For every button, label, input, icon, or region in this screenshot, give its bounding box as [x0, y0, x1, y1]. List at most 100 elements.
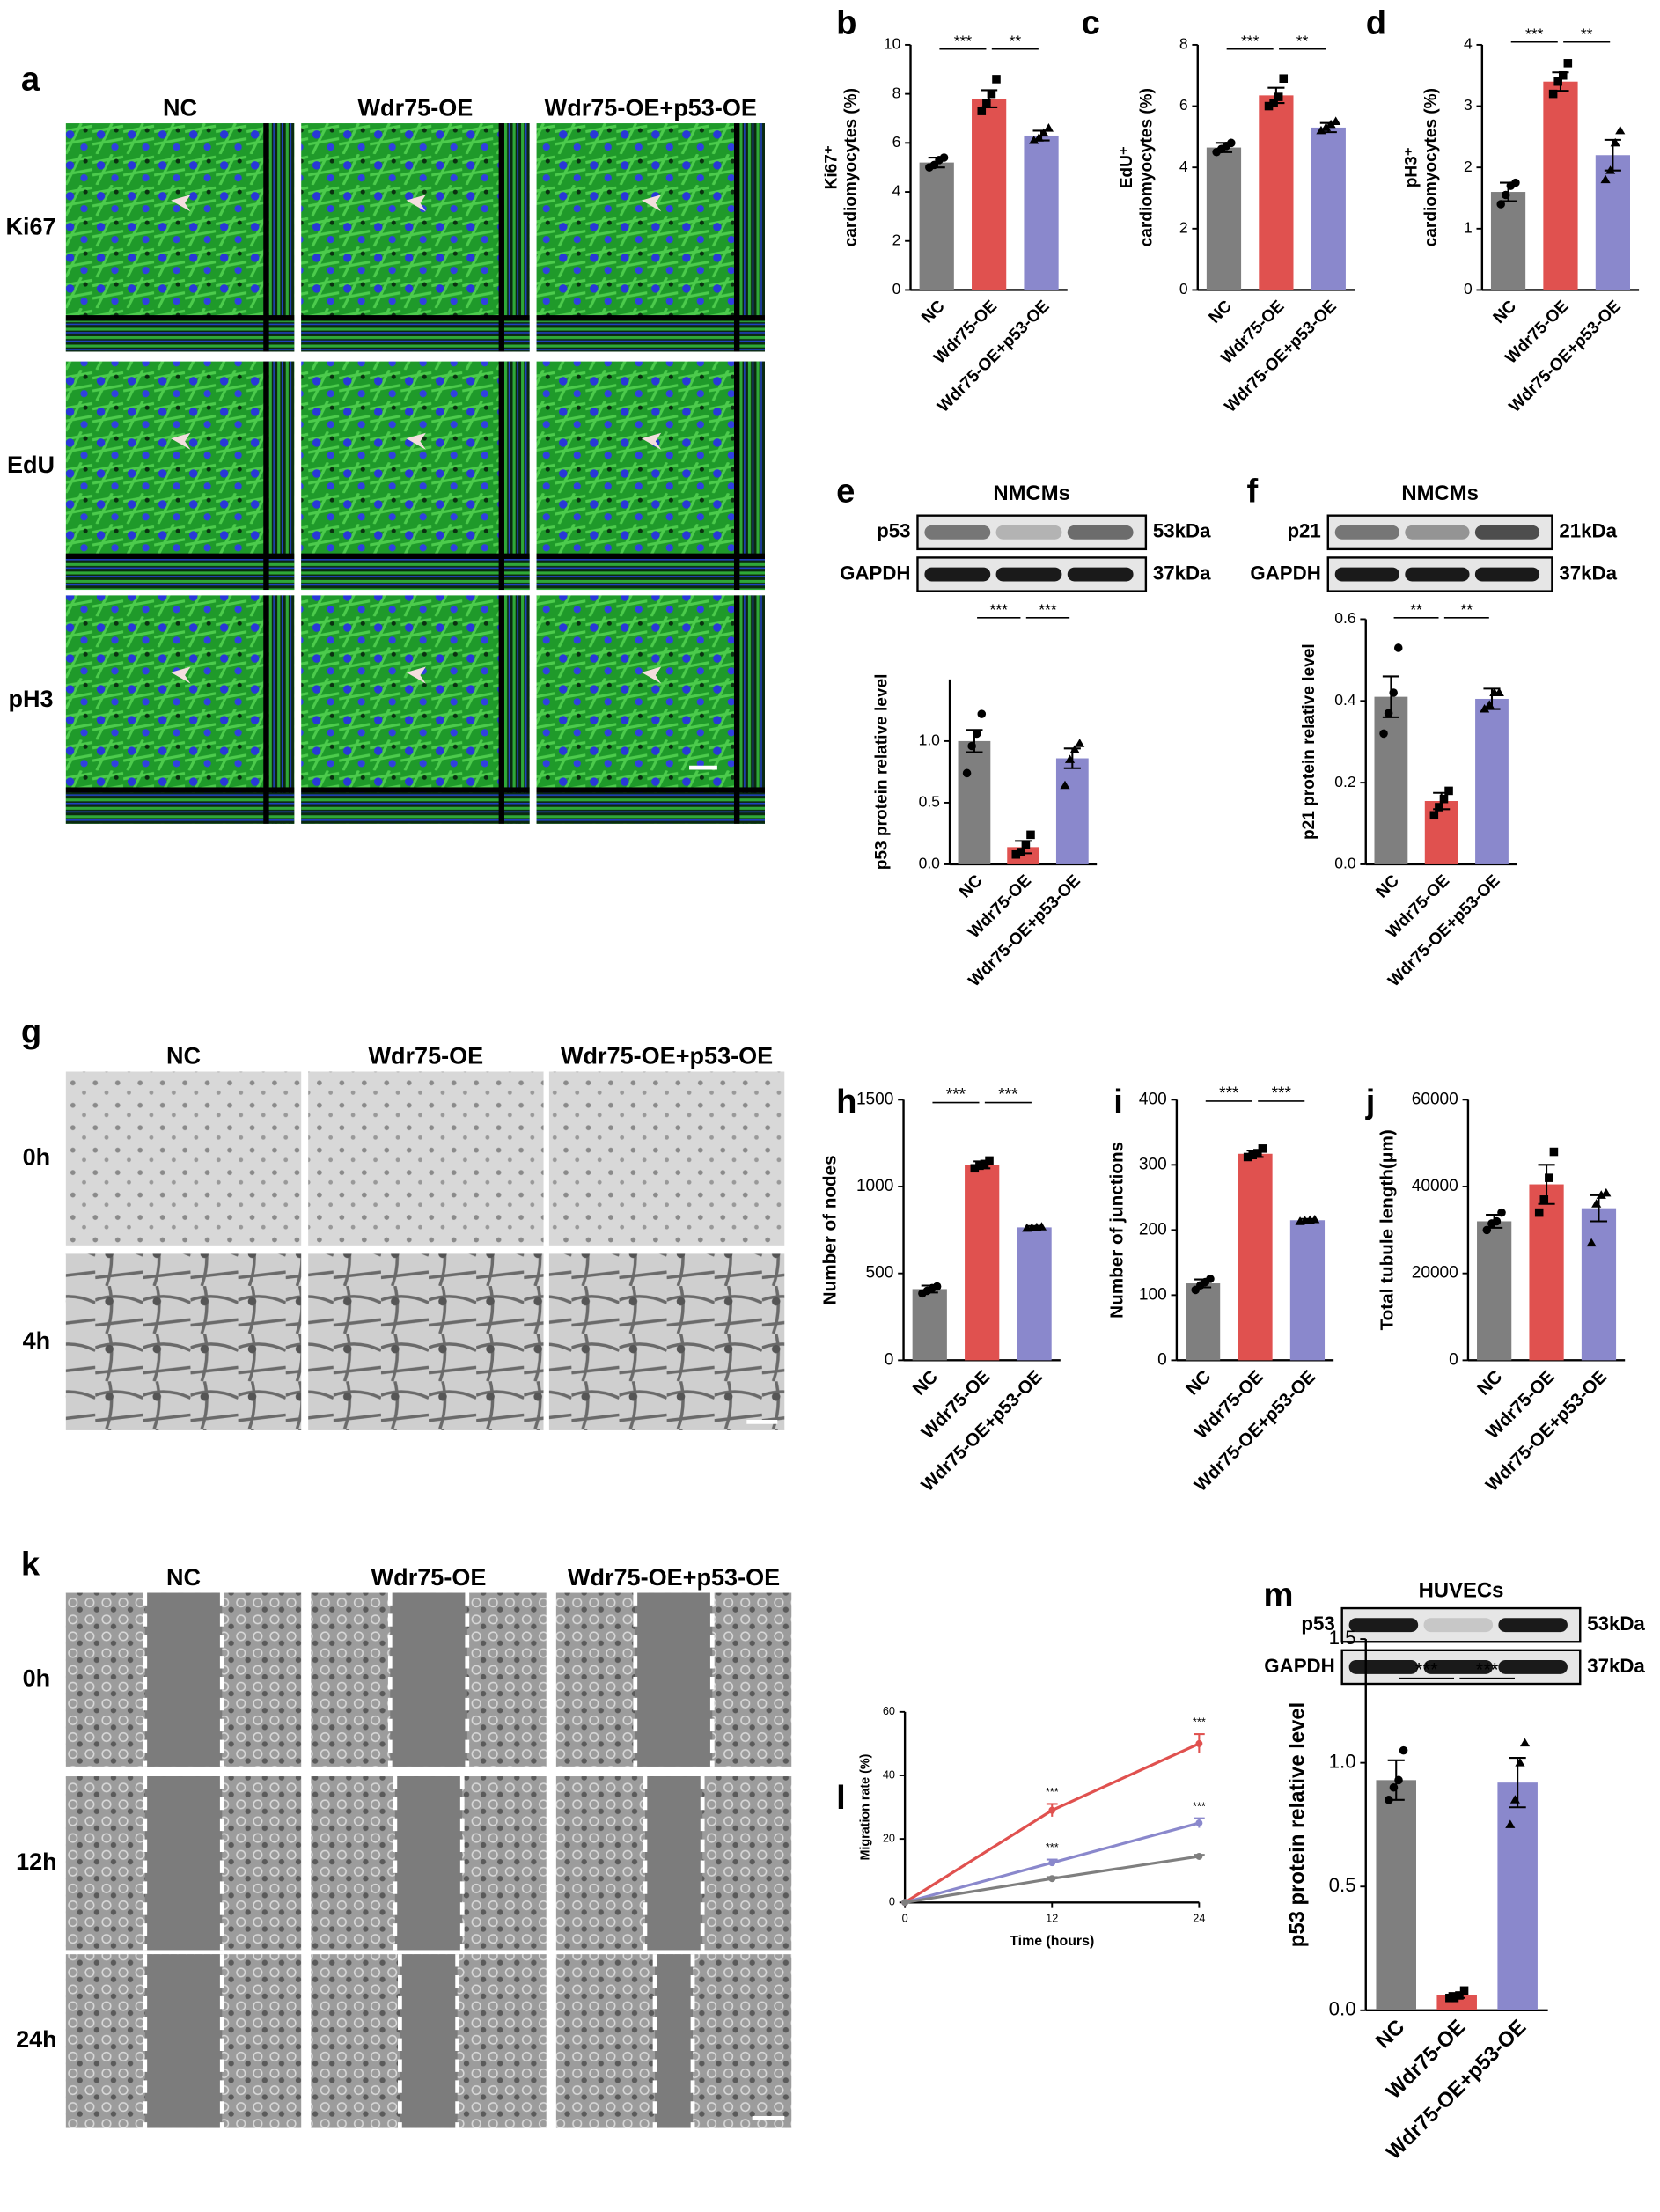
bar: [1024, 135, 1059, 290]
panel-letter: f: [1246, 472, 1258, 510]
data-point: [1494, 687, 1504, 696]
data-point: [1511, 178, 1520, 187]
data-point: [1444, 786, 1453, 796]
y-tick-label: 10: [884, 35, 901, 53]
micrograph: [301, 361, 530, 591]
y-axis-label: cardiomyocytes (%): [1138, 88, 1157, 246]
blot-title: NMCMs: [1401, 481, 1478, 505]
data-point: [1515, 1758, 1525, 1767]
separator: [301, 787, 530, 793]
significance-label: **: [1010, 32, 1022, 49]
data-point: [977, 709, 987, 718]
significance-label: **: [1410, 601, 1422, 619]
data-point: [985, 1156, 994, 1165]
bar: [965, 1165, 1000, 1361]
data-point: [1385, 1796, 1393, 1804]
wound-area: [644, 1776, 703, 1951]
data-point: [1389, 688, 1398, 697]
significance-label: ***: [1219, 1084, 1239, 1103]
data-point: [1496, 200, 1505, 209]
significance-label: ***: [1039, 601, 1057, 619]
blot-protein: GAPDH: [840, 562, 910, 584]
bar: [958, 740, 991, 864]
orthogonal-view: [739, 361, 765, 591]
arrowhead: [641, 666, 662, 684]
data-point: [1029, 135, 1039, 144]
blot-protein: GAPDH: [1264, 1655, 1334, 1677]
y-axis-label: Number of junctions: [1107, 1142, 1127, 1319]
significance-label: **: [1296, 32, 1309, 49]
bar: [1055, 758, 1089, 864]
arrowhead: [406, 432, 426, 450]
data-point: [1258, 1144, 1267, 1153]
y-tick-label: 0: [1449, 1350, 1458, 1369]
data-point: [1484, 700, 1495, 709]
data-point: [1021, 840, 1031, 849]
orthogonal-view: [739, 123, 765, 352]
wound-area: [390, 1592, 467, 1767]
data-point: [1505, 1819, 1516, 1828]
bar: [1376, 1780, 1416, 2010]
data-point: [1549, 1147, 1559, 1157]
bar: [1543, 81, 1578, 290]
y-tick-label: 2: [892, 231, 901, 248]
significance-label: ***: [1272, 1084, 1292, 1103]
data-point: [1600, 174, 1611, 184]
separator: [65, 787, 295, 793]
x-tick-label: NC: [1371, 2015, 1409, 2053]
orthogonal-view: [536, 320, 765, 352]
data-point: [1316, 125, 1326, 135]
bar: [1529, 1184, 1564, 1361]
y-axis-label: Number of nodes: [819, 1155, 840, 1304]
panel-letter: l: [836, 1779, 846, 1817]
wound-area: [655, 1954, 694, 2128]
panel-letter: i: [1113, 1083, 1123, 1121]
x-tick-label: NC: [918, 297, 948, 327]
y-axis-label: p21 protein relative level: [1300, 643, 1318, 840]
column-label: Wdr75-OE: [368, 1043, 483, 1069]
data-point: [972, 729, 981, 739]
data-point: [1601, 1187, 1612, 1197]
bar: [1311, 127, 1346, 290]
blot-band: [1067, 525, 1134, 540]
data-point: [1036, 1222, 1047, 1231]
data-point: [970, 1164, 980, 1173]
blot-band: [995, 567, 1062, 582]
blot-band: [1405, 567, 1470, 582]
data-point: [1011, 849, 1021, 859]
bar: [1259, 95, 1294, 290]
y-tick-label: 4: [1179, 158, 1188, 175]
data-point: [1026, 830, 1035, 840]
bar: [1581, 1208, 1617, 1361]
separator: [498, 123, 504, 352]
orthogonal-view: [65, 559, 295, 591]
separator: [263, 595, 269, 824]
y-tick-label: 0: [1464, 280, 1473, 298]
column-label: Wdr75-OE+p53-OE: [545, 94, 757, 121]
separator: [301, 315, 530, 321]
row-label: 4h: [23, 1327, 51, 1354]
y-tick-label: 1500: [856, 1090, 893, 1108]
panel-letter: d: [1366, 4, 1386, 42]
data-point: [967, 741, 976, 751]
bar: [919, 162, 954, 290]
y-tick-label: 8: [892, 84, 901, 101]
x-tick-label: NC: [1182, 1366, 1215, 1399]
data-point: [987, 89, 996, 99]
orthogonal-view: [65, 792, 295, 824]
separator: [733, 361, 740, 591]
panel-letter: m: [1264, 1576, 1294, 1613]
micrograph: [536, 123, 765, 352]
y-axis-label: Migration rate (%): [858, 1753, 872, 1860]
data-point: [1501, 190, 1510, 200]
separator: [498, 595, 504, 824]
data-point: [1269, 99, 1278, 107]
data-point: [1075, 739, 1085, 747]
data-point: [1389, 1782, 1399, 1792]
data-point: [1227, 138, 1236, 148]
column-label: NC: [163, 94, 197, 121]
row-label: 12h: [16, 1848, 57, 1875]
data-point: [1206, 1275, 1215, 1283]
arrowhead: [406, 195, 426, 212]
significance-label: **: [1581, 25, 1593, 42]
